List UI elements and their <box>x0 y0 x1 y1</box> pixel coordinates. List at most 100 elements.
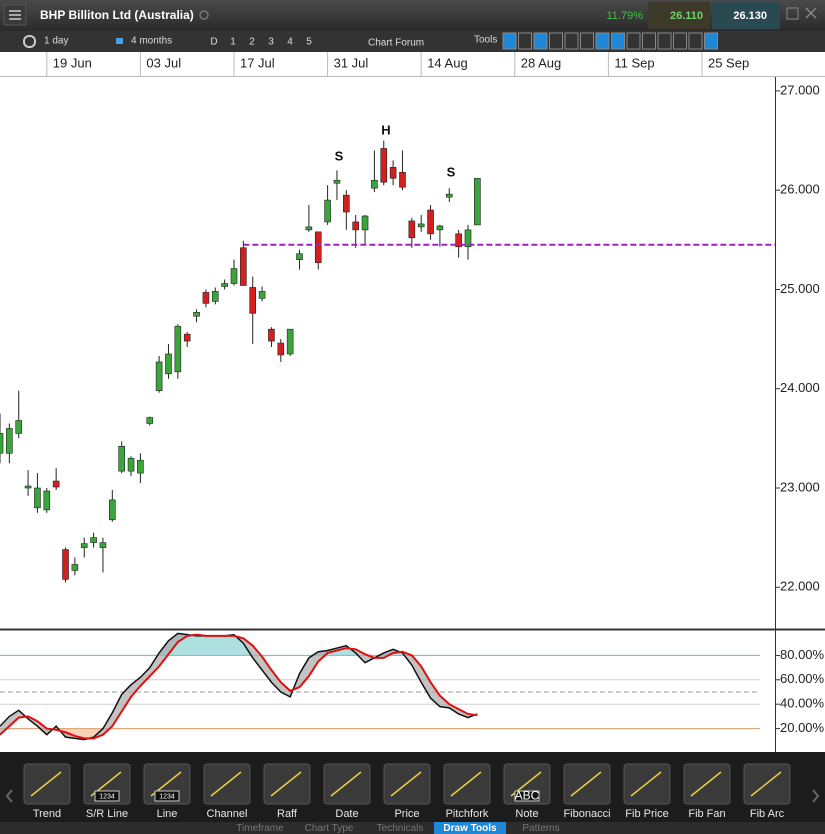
stochastic-panel <box>0 629 825 752</box>
menu-button[interactable] <box>3 4 27 26</box>
buy-box[interactable] <box>712 2 780 29</box>
candle-body <box>15 420 23 434</box>
stoch-label: 20.00% <box>780 720 825 735</box>
candle-body <box>455 233 462 248</box>
draw-tool[interactable]: Trend <box>23 763 71 820</box>
draw-tool[interactable]: ABC Note <box>503 763 551 820</box>
icon-badge <box>94 790 120 802</box>
period-button[interactable]: 1 <box>230 37 236 48</box>
scroll-right[interactable] <box>812 789 820 803</box>
tool-label: Line <box>157 808 178 820</box>
candle-body <box>43 490 51 511</box>
icon-badge <box>154 790 180 802</box>
tool-glyph <box>690 771 722 797</box>
tool-icon[interactable] <box>564 32 579 50</box>
candle-body <box>417 223 425 228</box>
draw-tool[interactable]: Channel <box>203 763 251 820</box>
settings-icon[interactable] <box>23 35 36 48</box>
candle-body <box>389 167 397 179</box>
draw-tool[interactable]: Raff <box>263 763 311 820</box>
instrument-title: BHP Billiton Ltd (Australia) <box>40 8 194 22</box>
candle-body <box>118 446 125 472</box>
tool-glyph <box>630 771 662 797</box>
candle-body <box>0 433 4 454</box>
period-button[interactable]: 3 <box>268 37 274 48</box>
tool-icon[interactable] <box>642 32 656 50</box>
draw-tool[interactable]: Price <box>383 763 431 820</box>
candle-body <box>408 220 416 239</box>
tool-label: Price <box>394 808 419 820</box>
tab[interactable]: Draw Tools <box>443 823 497 834</box>
draw-tool[interactable]: Fib Price <box>623 763 671 820</box>
tool-label: Fibonacci <box>563 808 610 820</box>
tab[interactable]: Chart Type <box>305 823 354 834</box>
draw-tool[interactable]: Pitchfork <box>443 763 491 820</box>
candle-body <box>90 537 97 543</box>
scroll-left[interactable] <box>5 789 13 803</box>
stoch-line <box>0 632 478 741</box>
lock-icon[interactable] <box>116 38 123 44</box>
tab[interactable]: Patterns <box>522 823 559 834</box>
candle-body <box>371 179 378 189</box>
tool-icon[interactable] <box>611 32 625 50</box>
draw-tool[interactable]: 1234 Line <box>143 763 191 820</box>
tool-icon[interactable] <box>595 32 610 50</box>
change-percent: 11.79% <box>607 10 644 22</box>
tab[interactable]: Technicals <box>377 823 424 834</box>
range[interactable]: 4 months <box>131 36 172 47</box>
period-button[interactable]: 2 <box>249 37 255 48</box>
stoch-label: 40.00% <box>780 696 825 711</box>
tool-label: Fib Fan <box>688 808 725 820</box>
tool-icon[interactable] <box>533 32 548 50</box>
candle-body <box>445 193 453 198</box>
candle-body <box>71 564 79 571</box>
tool-icon[interactable] <box>688 32 703 50</box>
tool-icon[interactable] <box>518 32 532 50</box>
tool-icon[interactable] <box>673 32 687 50</box>
search-icon[interactable] <box>199 10 209 20</box>
candle-body <box>80 543 88 548</box>
date-label: 19 Jun <box>53 55 92 70</box>
draw-tool[interactable]: 1234 S/R Line <box>83 763 131 820</box>
candle-body <box>230 268 238 284</box>
draw-tool[interactable]: Fib Fan <box>683 763 731 820</box>
tool-icon[interactable] <box>626 32 641 50</box>
candle-body <box>211 291 219 302</box>
tool-glyph <box>390 771 422 797</box>
period-button[interactable]: D <box>210 37 217 48</box>
price-panel <box>0 76 825 629</box>
tools-label[interactable]: Tools <box>474 35 497 46</box>
interval[interactable]: 1 day <box>44 36 68 47</box>
candle-body <box>361 215 369 231</box>
tool-icon[interactable] <box>580 32 594 50</box>
pattern-label: H <box>381 122 390 137</box>
active-tab-bg <box>434 822 506 834</box>
tool-label: S/R Line <box>86 808 128 820</box>
draw-tool[interactable]: Fib Arc <box>743 763 791 820</box>
period-button[interactable]: 4 <box>287 37 293 48</box>
close-button[interactable] <box>805 7 817 19</box>
buy-price: 26.130 <box>733 10 767 22</box>
sell-box[interactable] <box>648 2 710 29</box>
icon-text: ABC <box>515 789 540 803</box>
candle-body <box>193 311 200 317</box>
tool-label: Fib Price <box>625 808 668 820</box>
draw-tool[interactable]: Date <box>323 763 371 820</box>
period-button[interactable]: 5 <box>306 37 312 48</box>
chart-forum[interactable]: Chart Forum <box>368 38 424 49</box>
candle-body <box>165 353 172 375</box>
tool-icon[interactable] <box>549 32 563 50</box>
candle-body <box>34 487 41 509</box>
candle-body <box>52 480 60 488</box>
tool-label: Note <box>515 808 538 820</box>
candle-body <box>155 361 163 392</box>
tab[interactable]: Timeframe <box>236 823 284 834</box>
date-label: 14 Aug <box>427 55 468 70</box>
draw-tool[interactable]: Fibonacci <box>563 763 611 820</box>
restore-button[interactable] <box>786 7 799 20</box>
tool-icon[interactable] <box>502 32 517 50</box>
tool-icon[interactable] <box>657 32 672 50</box>
candle-body <box>268 328 275 342</box>
candle-body <box>352 221 359 231</box>
tool-icon[interactable] <box>704 32 718 50</box>
